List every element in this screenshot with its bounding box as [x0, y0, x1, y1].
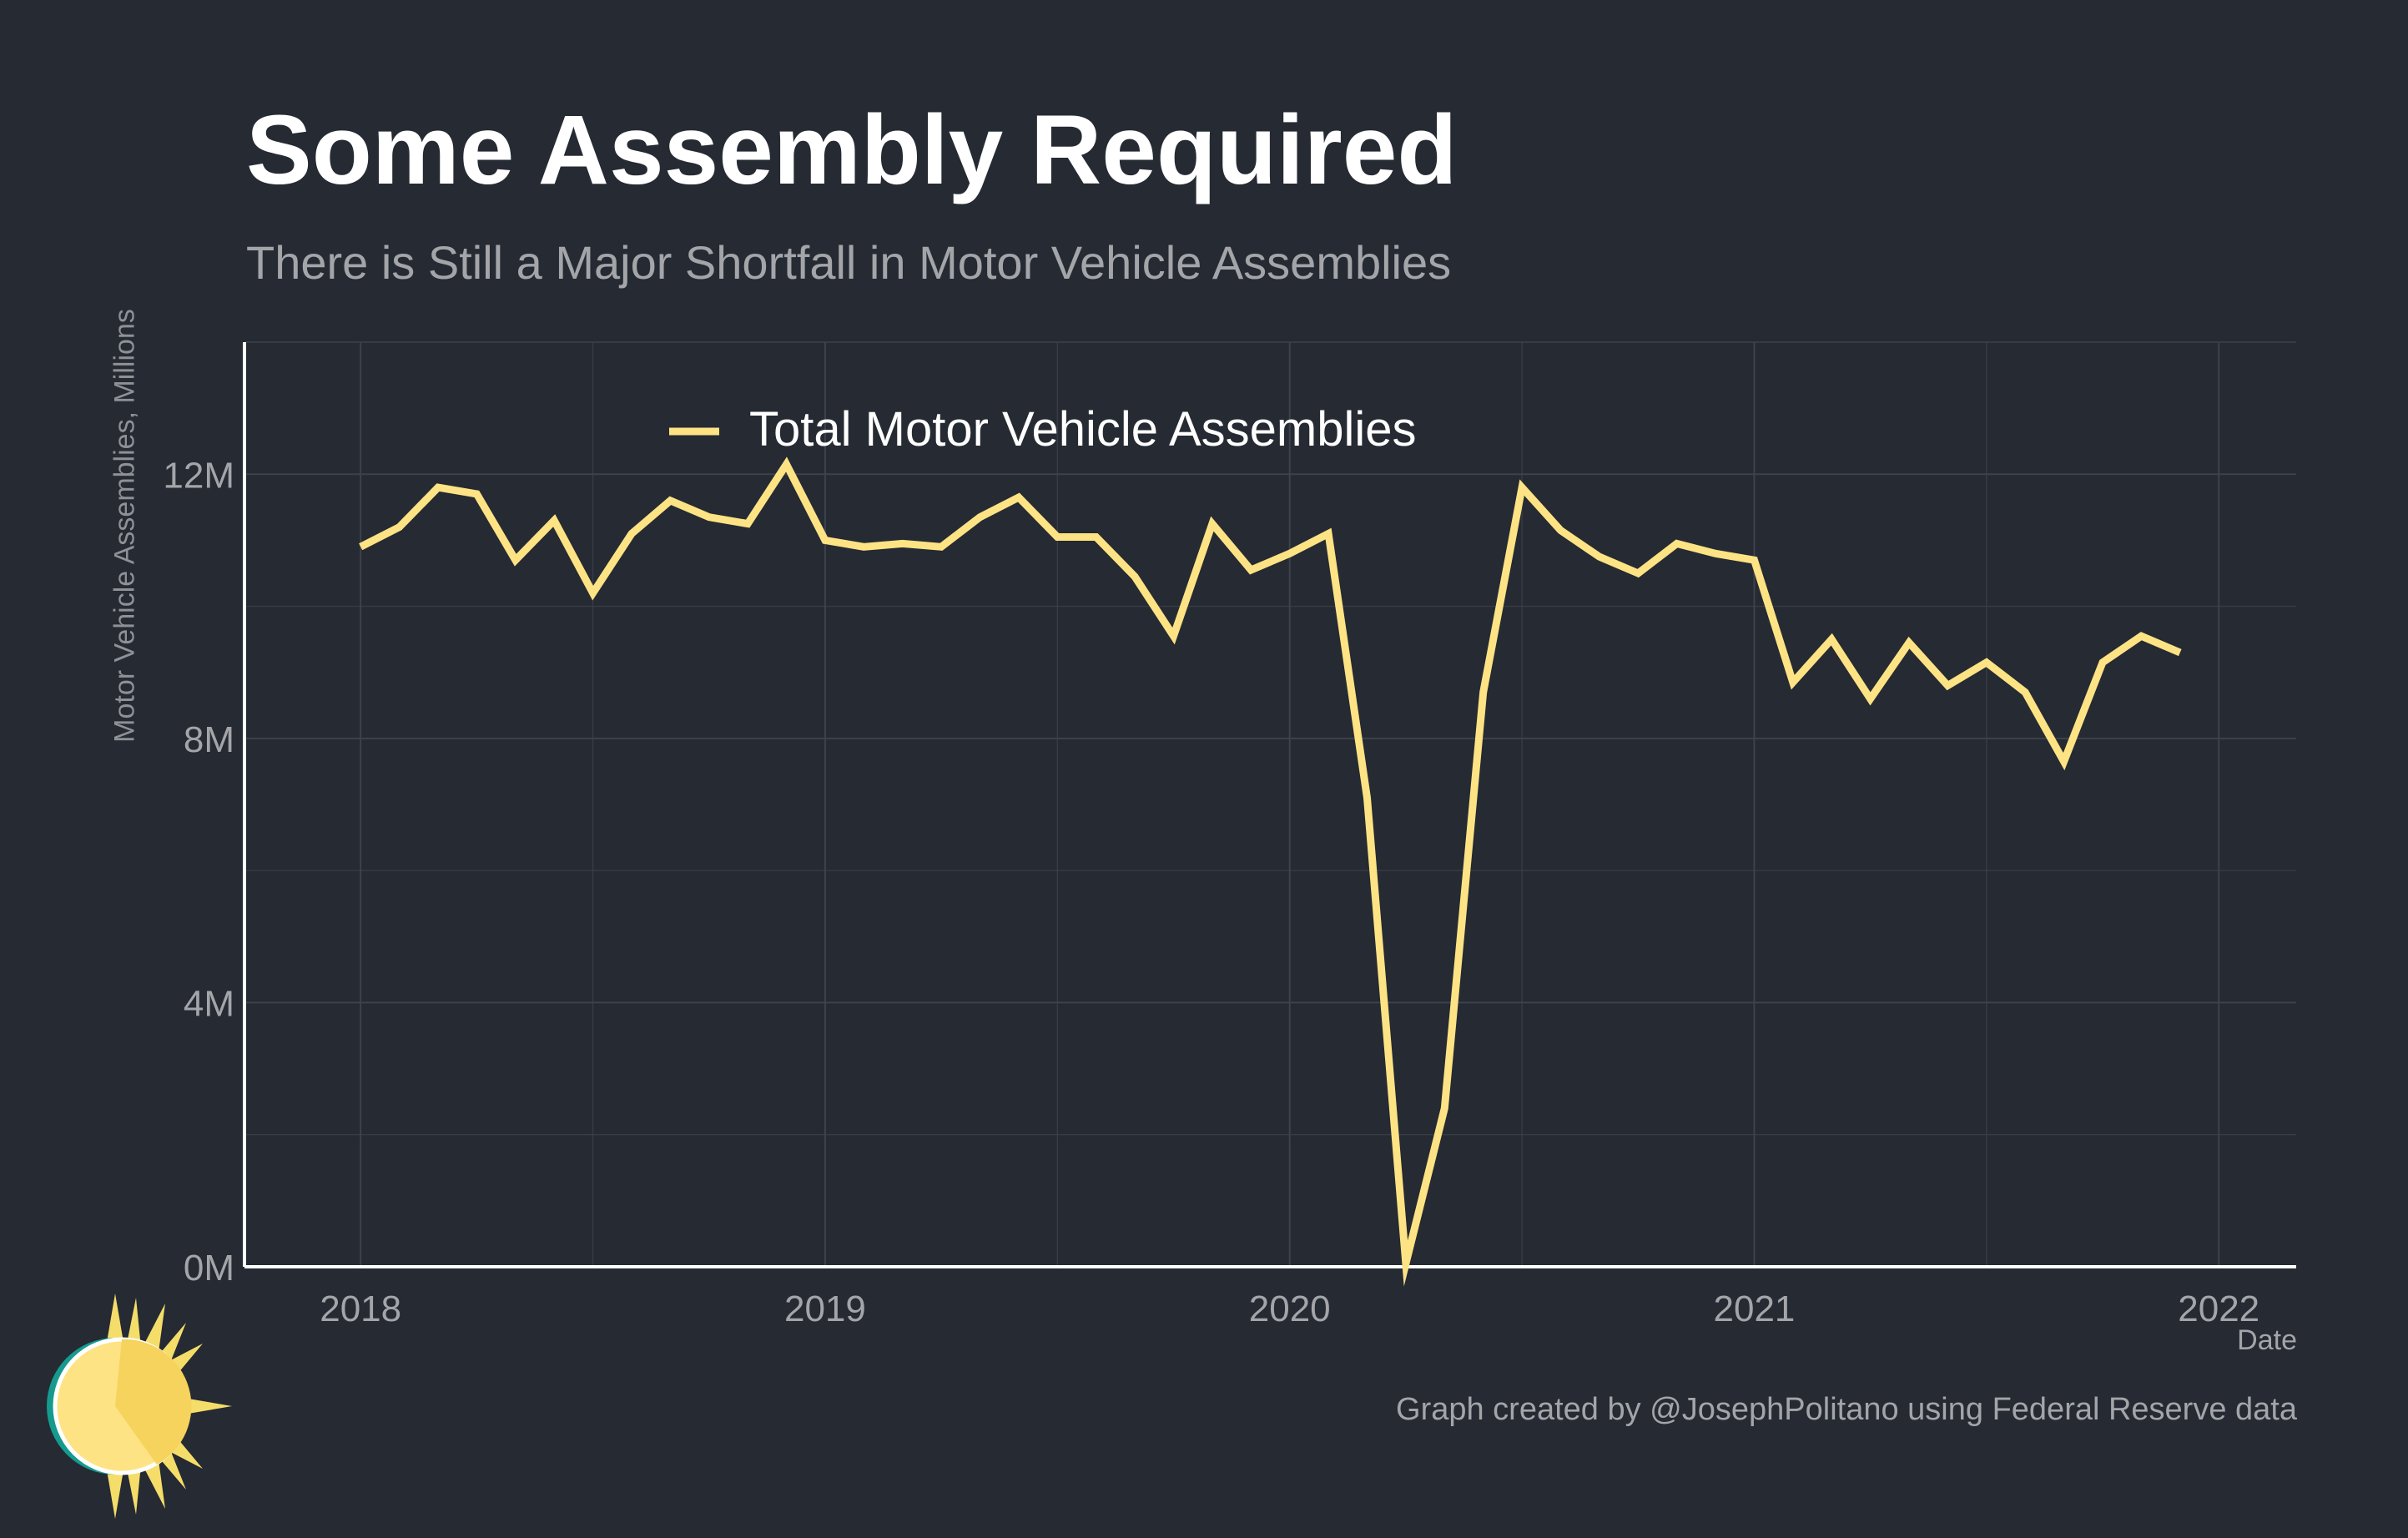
y-tick-label: 4M — [184, 983, 234, 1024]
x-tick-label: 2021 — [1714, 1288, 1796, 1329]
legend: Total Motor Vehicle Assemblies — [669, 402, 1416, 456]
chart-title: Some Assembly Required — [246, 95, 1458, 205]
x-tick-label: 2022 — [2178, 1288, 2259, 1329]
series-layer — [359, 456, 2182, 1287]
legend-label: Total Motor Vehicle Assemblies — [749, 402, 1416, 456]
y-tick-label: 8M — [184, 719, 234, 760]
chart-axes — [243, 342, 2296, 1268]
y-tick-labels: 0M 4M 8M 12M — [163, 455, 234, 1288]
x-tick-label: 2018 — [320, 1288, 401, 1329]
major-gridlines — [244, 342, 2296, 1268]
x-axis-label: Date — [2237, 1324, 2297, 1356]
source-caption: Graph created by @JosephPolitano using F… — [1396, 1392, 2297, 1427]
sun-icon — [47, 1293, 232, 1519]
chart-subtitle: There is Still a Major Shortfall in Moto… — [246, 236, 1452, 289]
y-tick-label: 12M — [163, 455, 234, 496]
minor-gridlines — [244, 341, 2296, 1267]
series-line — [359, 456, 2182, 1287]
y-tick-label: 0M — [184, 1248, 234, 1288]
x-tick-label: 2020 — [1249, 1288, 1331, 1329]
y-axis-label: Motor Vehicle Assemblies, Millions — [108, 309, 141, 743]
x-tick-label: 2019 — [784, 1288, 866, 1329]
x-tick-labels: 2018 2019 2020 2021 2022 — [320, 1288, 2259, 1329]
